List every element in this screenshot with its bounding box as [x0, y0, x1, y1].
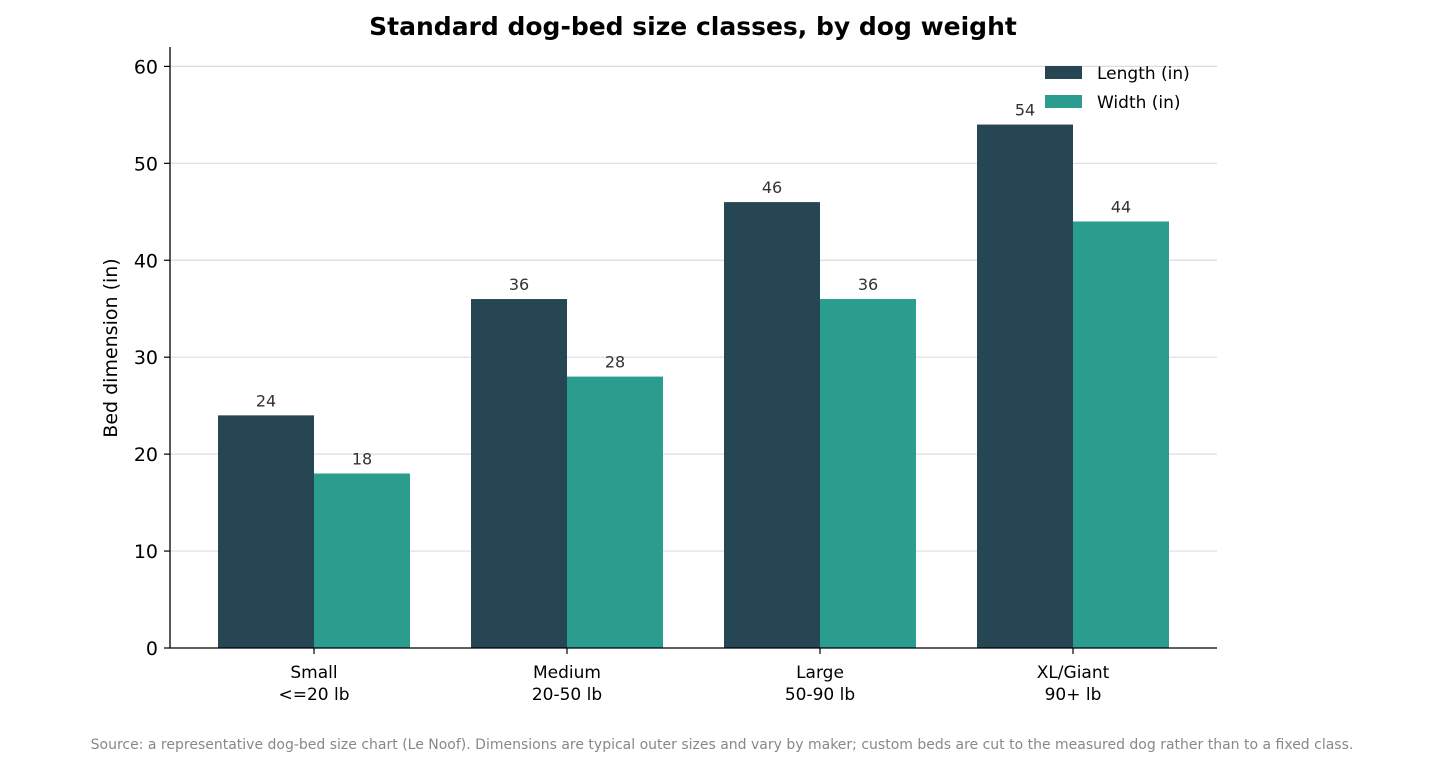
value-label-medium-series-1: 28: [605, 353, 625, 372]
y-tick-label-0: 0: [146, 638, 158, 660]
bar-large-series-0: [724, 202, 820, 648]
bar-medium-series-1: [567, 376, 663, 648]
chart-title: Standard dog-bed size classes, by dog we…: [369, 12, 1017, 41]
source-note: Source: a representative dog-bed size ch…: [91, 737, 1354, 753]
y-tick-label-40: 40: [134, 250, 158, 272]
y-tick-label-30: 30: [134, 347, 158, 369]
value-label-xl-giant-series-1: 44: [1111, 197, 1131, 216]
x-tick-label-1-line-1: 20-50 lb: [532, 685, 602, 705]
bar-small-series-0: [218, 415, 314, 648]
bars: [218, 124, 1169, 648]
bar-xl-giant-series-0: [977, 124, 1073, 648]
value-label-large-series-1: 36: [858, 275, 878, 294]
value-label-small-series-0: 24: [256, 391, 276, 410]
legend-label-1: Width (in): [1097, 93, 1181, 113]
y-axis-ticks: 0 10 20 30 40 50 60: [134, 56, 170, 660]
legend-swatch-1: [1045, 95, 1082, 108]
bar-xl-giant-series-1: [1073, 221, 1169, 648]
value-label-xl-giant-series-0: 54: [1015, 101, 1035, 120]
bar-small-series-1: [314, 473, 410, 648]
legend-label-0: Length (in): [1097, 64, 1190, 84]
value-label-medium-series-0: 36: [509, 275, 529, 294]
value-label-large-series-0: 46: [762, 178, 782, 197]
y-tick-label-50: 50: [134, 153, 158, 175]
value-label-small-series-1: 18: [352, 450, 372, 469]
y-axis-label: Bed dimension (in): [100, 258, 122, 437]
bar-large-series-1: [820, 299, 916, 648]
value-labels: 24 18 36 28 46 36 54 44: [256, 101, 1131, 469]
y-tick-label-10: 10: [134, 541, 158, 563]
x-tick-label-0-line-0: Small: [290, 663, 337, 683]
bar-medium-series-0: [471, 299, 567, 648]
legend: Length (in) Width (in): [1045, 64, 1190, 113]
x-tick-label-3-line-1: 90+ lb: [1045, 685, 1102, 705]
x-tick-label-2-line-0: Large: [796, 663, 844, 683]
x-tick-label-1-line-0: Medium: [533, 663, 601, 683]
y-tick-label-60: 60: [134, 56, 158, 78]
x-tick-label-2-line-1: 50-90 lb: [785, 685, 855, 705]
legend-swatch-0: [1045, 66, 1082, 79]
x-tick-label-3-line-0: XL/Giant: [1037, 663, 1110, 683]
x-tick-label-0-line-1: <=20 lb: [278, 685, 349, 705]
y-tick-label-20: 20: [134, 444, 158, 466]
